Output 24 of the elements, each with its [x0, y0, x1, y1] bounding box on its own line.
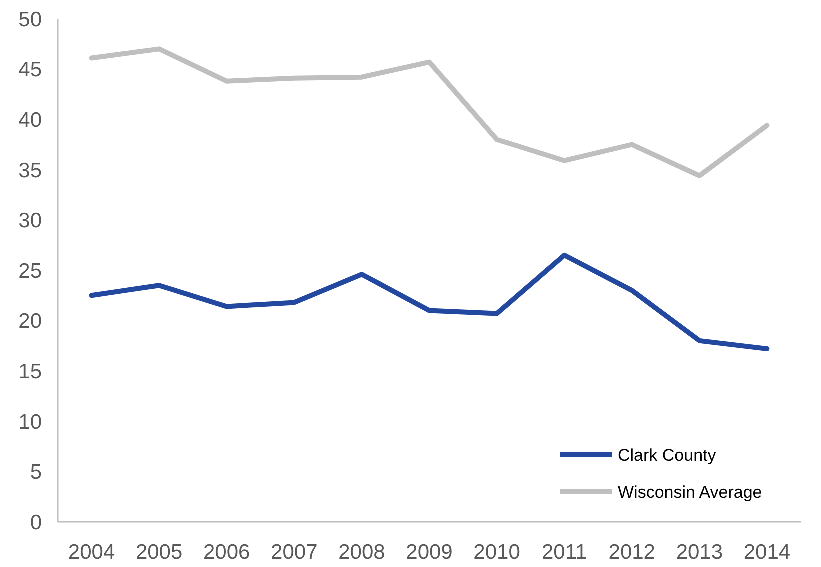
y-tick-label: 50 — [18, 8, 42, 32]
x-tick-label: 2013 — [676, 541, 724, 564]
x-tick-label: 2011 — [542, 541, 588, 564]
y-tick-label: 0 — [30, 511, 42, 534]
y-tick-label: 5 — [30, 461, 42, 484]
y-tick-label: 35 — [18, 159, 42, 182]
legend-label: Wisconsin Average — [618, 482, 762, 502]
y-tick-label: 45 — [18, 58, 42, 82]
x-tick-label: 2006 — [204, 541, 250, 564]
y-tick-label: 15 — [18, 360, 42, 384]
x-tick-label: 2010 — [474, 541, 520, 564]
x-tick-label: 2014 — [744, 541, 791, 564]
x-tick-label: 2005 — [136, 541, 183, 564]
y-tick-label: 30 — [18, 210, 42, 233]
x-tick-label: 2008 — [338, 541, 386, 564]
y-tick-label: 25 — [18, 260, 42, 283]
legend-label: Clark County — [618, 446, 717, 465]
y-tick-label: 20 — [18, 310, 42, 334]
y-tick-label: 40 — [18, 108, 42, 132]
y-tick-label: 10 — [18, 410, 42, 434]
x-tick-label: 2009 — [406, 541, 453, 564]
x-tick-label: 2007 — [271, 541, 318, 564]
x-tick-label: 2012 — [608, 541, 656, 564]
x-tick-label: 2004 — [68, 541, 116, 564]
